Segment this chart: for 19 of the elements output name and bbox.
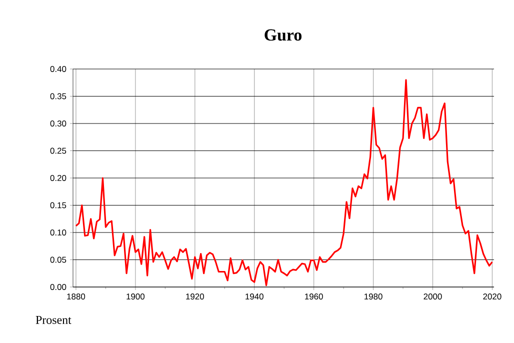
x-tick-label: 2000 xyxy=(424,294,442,300)
y-tick-label: 0.20 xyxy=(50,175,66,181)
x-tick-label: 1920 xyxy=(186,294,204,300)
y-tick-label: 0.25 xyxy=(50,148,66,154)
x-tick-label: 2020 xyxy=(483,294,502,300)
x-tick-label: 1960 xyxy=(305,294,323,300)
x-tick-label: 1900 xyxy=(126,294,145,300)
y-tick-label: 0.00 xyxy=(50,284,66,290)
y-axis-title: Prosent xyxy=(36,316,72,324)
y-tick-label: 0.30 xyxy=(50,120,66,126)
y-tick-label: 0.40 xyxy=(50,66,66,72)
chart-title: Guro xyxy=(264,29,302,41)
x-tick-label: 1880 xyxy=(67,294,86,300)
y-tick-label: 0.05 xyxy=(50,256,66,263)
x-tick-label: 1940 xyxy=(246,294,264,300)
x-tick-label: 1980 xyxy=(364,294,382,300)
y-tick-label: 0.35 xyxy=(50,93,66,100)
y-tick-label: 0.15 xyxy=(50,202,66,208)
y-tick-label: 0.10 xyxy=(50,230,66,236)
